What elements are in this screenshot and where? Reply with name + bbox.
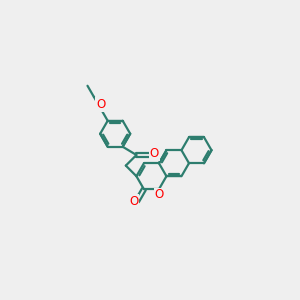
Text: O: O — [129, 195, 138, 208]
Text: O: O — [154, 188, 164, 202]
Text: O: O — [150, 147, 159, 160]
Text: O: O — [96, 98, 105, 111]
